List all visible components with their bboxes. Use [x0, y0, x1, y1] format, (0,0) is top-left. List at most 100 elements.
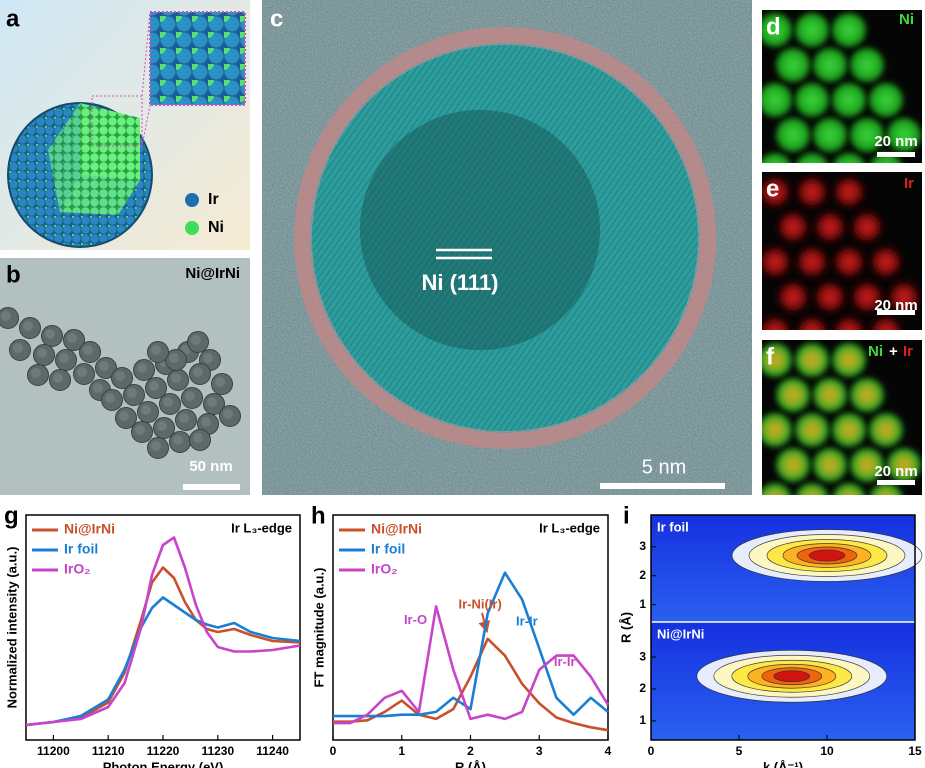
eds-particle	[793, 81, 831, 119]
y-tick-label: 3	[639, 649, 646, 663]
particle	[193, 367, 203, 377]
eds-particle	[762, 81, 794, 119]
images	[0, 0, 922, 495]
x-tick-label: 11220	[147, 744, 180, 758]
y-tick-label: 2	[639, 568, 646, 582]
cutaway	[48, 103, 80, 212]
eds-particle	[811, 208, 849, 246]
legend-label: Ni	[208, 219, 224, 236]
panel-label: d	[766, 13, 781, 40]
y-axis-label: FT magnitude (a.u.)	[311, 568, 326, 688]
eds-particle	[848, 208, 886, 246]
eds-particle	[830, 481, 868, 495]
annotation: Ir-Ir	[516, 613, 538, 628]
particle	[23, 321, 33, 331]
y-tick-label: 3	[639, 539, 646, 553]
particle	[193, 433, 203, 443]
particle	[115, 371, 125, 381]
particle	[223, 409, 233, 419]
x-tick-label: 11200	[37, 744, 70, 758]
x-tick-label: 0	[648, 744, 655, 758]
particle	[67, 333, 77, 343]
eds-particle	[830, 313, 868, 330]
x-tick-label: 10	[820, 744, 834, 758]
x-axis-label: Photon Energy (eV)	[103, 759, 224, 768]
eds-particle	[762, 341, 794, 379]
scale-bar-label: 20 nm	[874, 133, 917, 150]
eds-particle	[830, 173, 868, 211]
scale-bar-label: 20 nm	[874, 297, 917, 314]
y-axis-label: R (Å)	[618, 612, 633, 643]
subplot-label: Ni@IrNi	[657, 626, 704, 641]
annotation: Ir-Ir	[554, 654, 576, 669]
x-tick-label: 1	[398, 744, 405, 758]
eds-particle	[762, 173, 794, 211]
series-line	[333, 571, 609, 718]
eds-particle	[831, 151, 867, 163]
eds-map	[762, 172, 922, 330]
particle	[151, 441, 161, 451]
legend-label: Ir foil	[64, 541, 98, 557]
zoom-line	[141, 104, 151, 147]
particle	[93, 383, 103, 393]
particle	[127, 388, 137, 398]
particle	[119, 411, 129, 421]
panel-label: a	[6, 5, 20, 32]
particle	[191, 335, 201, 345]
particle	[157, 421, 167, 431]
particle	[31, 368, 41, 378]
element-label: Ni	[868, 343, 883, 360]
series-line	[333, 637, 609, 732]
y-tick-label: 1	[639, 597, 646, 611]
panel-label: g	[4, 502, 19, 529]
eds-particle	[848, 116, 886, 154]
eds-particle	[762, 481, 794, 495]
lattice-label: Ni (111)	[421, 270, 498, 295]
x-tick-label: 11240	[256, 744, 289, 758]
shell	[294, 27, 716, 449]
scale-bar	[600, 483, 725, 489]
eds-particle	[848, 376, 886, 414]
eds-particle	[811, 278, 849, 316]
series-line	[333, 605, 610, 725]
x-tick-label: 11210	[92, 744, 125, 758]
legend-label: Ir	[208, 191, 219, 208]
particle	[149, 381, 159, 391]
eds-particle	[811, 446, 849, 484]
eds-particle	[811, 116, 849, 154]
eds-particle	[793, 481, 831, 495]
x-tick-label: 3	[536, 744, 543, 758]
legend-label: Ni@IrNi	[371, 521, 422, 537]
eds-particle	[867, 243, 905, 281]
edge-label: Ir L₃-edge	[539, 520, 600, 535]
eds-particle	[885, 278, 922, 316]
particle	[215, 377, 225, 387]
particle	[173, 435, 183, 445]
particle	[207, 397, 217, 407]
sample-name: Ni@IrNi	[185, 265, 240, 282]
eds-particle	[793, 313, 831, 330]
eds-particle	[848, 446, 886, 484]
edge-label: Ir L₃-edge	[231, 520, 292, 535]
legend-marker	[185, 193, 199, 207]
scale-bar-label: 20 nm	[874, 463, 917, 480]
eds-particle	[762, 313, 794, 330]
eds-particle	[830, 11, 868, 49]
tem-image	[0, 258, 250, 495]
annotation: Ir-O	[404, 612, 427, 627]
eds-particle	[830, 243, 868, 281]
particle	[171, 373, 181, 383]
legend-marker	[185, 221, 199, 235]
annotation: Ir-Ni(Ir)	[458, 596, 501, 611]
x-tick-label: 11230	[201, 744, 234, 758]
eds-particle	[774, 46, 812, 84]
element-label: Ir	[904, 175, 914, 192]
eds-particle	[762, 411, 794, 449]
eds-particle	[848, 278, 886, 316]
series-line	[25, 596, 301, 727]
x-axis-label: R (Å)	[455, 759, 486, 768]
legend-label: Ir foil	[371, 541, 405, 557]
eds-particle	[848, 46, 886, 84]
eds-particle	[811, 46, 849, 84]
